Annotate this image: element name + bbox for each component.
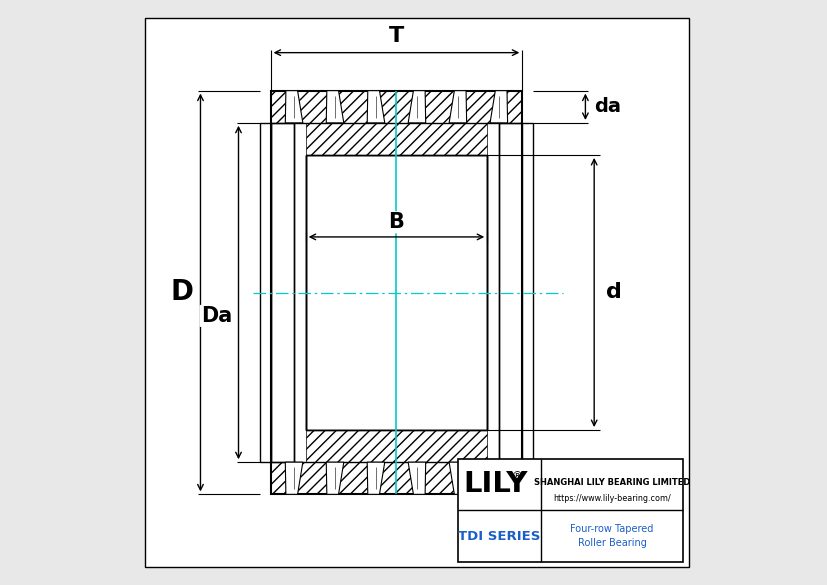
Bar: [498, 123, 522, 462]
Bar: [270, 91, 522, 123]
Text: Da: Da: [200, 306, 232, 326]
Text: D: D: [170, 278, 193, 307]
Polygon shape: [285, 462, 303, 494]
Text: https://www.lily-bearing.com/: https://www.lily-bearing.com/: [552, 494, 670, 503]
Bar: [270, 123, 294, 462]
Text: da: da: [594, 97, 620, 116]
Text: LILY: LILY: [462, 470, 527, 498]
Text: d: d: [605, 283, 621, 302]
Bar: [522, 123, 532, 462]
Polygon shape: [326, 91, 343, 123]
Bar: [305, 430, 486, 462]
Text: ®: ®: [511, 470, 522, 481]
Polygon shape: [366, 462, 385, 494]
Bar: [270, 462, 522, 494]
Bar: [305, 155, 486, 430]
Polygon shape: [448, 462, 466, 494]
Polygon shape: [408, 462, 425, 494]
Bar: [305, 155, 486, 430]
Polygon shape: [408, 91, 425, 123]
Polygon shape: [326, 462, 343, 494]
Text: B: B: [388, 212, 404, 232]
Polygon shape: [490, 91, 507, 123]
Bar: [457, 459, 682, 562]
Text: Four-row Tapered
Roller Bearing: Four-row Tapered Roller Bearing: [570, 524, 653, 548]
Text: TDI SERIES: TDI SERIES: [458, 529, 540, 542]
Polygon shape: [448, 91, 466, 123]
Bar: [305, 123, 486, 155]
Bar: [260, 123, 270, 462]
Polygon shape: [285, 91, 303, 123]
Polygon shape: [366, 91, 385, 123]
Text: T: T: [389, 26, 404, 46]
Polygon shape: [490, 462, 507, 494]
Bar: [270, 91, 522, 494]
Text: SHANGHAI LILY BEARING LIMITED: SHANGHAI LILY BEARING LIMITED: [533, 479, 690, 487]
